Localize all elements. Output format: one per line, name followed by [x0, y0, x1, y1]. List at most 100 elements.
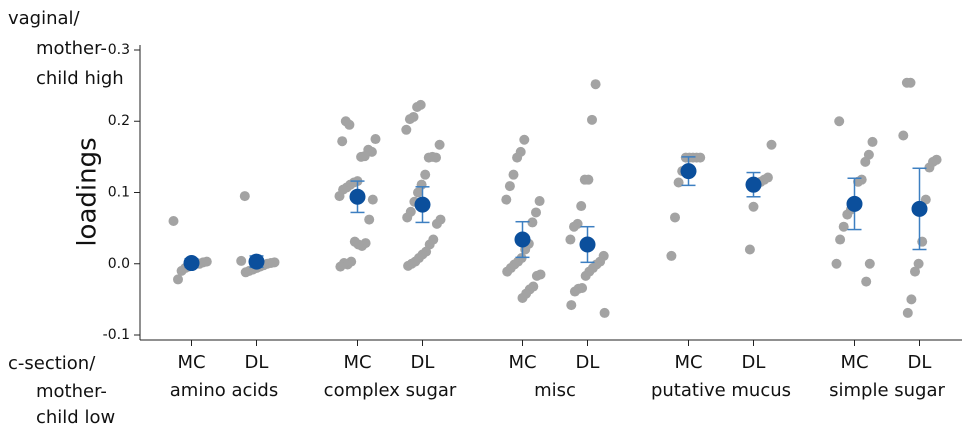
- data-point: [517, 292, 528, 303]
- data-point: [898, 130, 909, 141]
- data-point: [402, 212, 413, 223]
- x-tick-label: DL: [576, 352, 600, 373]
- data-point: [504, 181, 515, 192]
- data-point: [527, 217, 538, 228]
- y-axis-label: loadings: [73, 137, 103, 246]
- top-label: mother-: [36, 38, 107, 59]
- x-tick-label: MC: [674, 352, 702, 373]
- mean-marker: [248, 253, 265, 270]
- data-point: [580, 270, 591, 281]
- data-point: [910, 266, 920, 277]
- y-tick-label: 0.1: [108, 185, 130, 201]
- mean-marker: [414, 196, 431, 213]
- data-point: [673, 177, 684, 188]
- mean-marker: [183, 255, 200, 272]
- data-point: [901, 77, 912, 88]
- data-point: [501, 194, 512, 205]
- data-point: [420, 169, 431, 180]
- data-point: [236, 255, 247, 266]
- data-point: [340, 116, 351, 127]
- x-tick-label: DL: [742, 352, 766, 373]
- data-point: [531, 207, 541, 218]
- data-point: [431, 218, 442, 229]
- data-point: [670, 212, 680, 223]
- data-point: [502, 266, 513, 277]
- data-point: [576, 201, 587, 212]
- mean-marker: [846, 195, 863, 212]
- data-point: [838, 221, 849, 232]
- data-point: [508, 169, 519, 180]
- data-point: [512, 152, 523, 163]
- x-tick-label: DL: [411, 352, 435, 373]
- data-point: [913, 258, 924, 269]
- x-tick-label: DL: [245, 352, 269, 373]
- data-point: [569, 286, 580, 297]
- data-point: [566, 300, 577, 311]
- bottom-label: child low: [36, 407, 115, 426]
- data-point: [766, 139, 777, 150]
- x-tick-label: MC: [840, 352, 868, 373]
- data-point: [864, 258, 875, 269]
- x-tick-label: MC: [343, 352, 371, 373]
- mean-marker: [579, 236, 596, 253]
- data-point: [835, 234, 846, 245]
- data-point: [176, 265, 187, 276]
- data-point: [867, 136, 878, 147]
- data-point: [401, 124, 412, 135]
- data-point: [834, 116, 845, 127]
- data-point: [367, 194, 378, 205]
- data-point: [534, 196, 545, 207]
- data-point: [917, 236, 928, 247]
- data-point: [349, 236, 360, 247]
- data-point: [173, 274, 183, 285]
- top-label: child high: [36, 68, 124, 89]
- x-tick-label: DL: [908, 352, 932, 373]
- data-point: [569, 221, 579, 232]
- data-point: [666, 250, 677, 261]
- group-label: misc: [534, 380, 576, 401]
- data-point: [519, 134, 530, 145]
- data-point: [434, 139, 445, 150]
- group-label: amino acids: [170, 380, 278, 401]
- data-point: [239, 191, 250, 202]
- data-point: [590, 79, 601, 90]
- data-point: [842, 209, 853, 220]
- x-tick-label: MC: [177, 352, 205, 373]
- data-point: [412, 101, 423, 112]
- data-point: [413, 187, 423, 198]
- data-point: [356, 151, 367, 162]
- data-point: [404, 114, 415, 125]
- data-point: [902, 307, 913, 318]
- data-point: [860, 156, 871, 167]
- data-point: [861, 276, 872, 287]
- group-label: putative mucus: [651, 380, 791, 401]
- y-tick-label: 0.2: [108, 113, 130, 129]
- mean-marker: [745, 176, 762, 193]
- bottom-label: c-section/: [8, 353, 96, 374]
- data-point: [744, 244, 755, 255]
- data-point: [748, 201, 759, 212]
- mean-marker: [911, 200, 928, 217]
- top-label: vaginal/: [8, 8, 81, 29]
- data-point: [579, 174, 590, 185]
- data-point: [423, 152, 434, 163]
- x-tick-label: MC: [508, 352, 536, 373]
- y-tick-label: -0.1: [103, 327, 130, 343]
- data-point: [240, 267, 251, 278]
- data-point: [924, 162, 935, 173]
- data-point: [565, 234, 576, 245]
- data-point: [831, 258, 842, 269]
- bottom-label: mother-: [36, 381, 107, 402]
- mean-marker: [349, 188, 366, 205]
- data-point: [168, 216, 179, 227]
- data-point: [906, 294, 917, 305]
- data-point: [599, 307, 610, 318]
- y-tick-label: 0.3: [108, 42, 130, 58]
- data-point: [334, 191, 345, 202]
- mean-marker: [514, 231, 531, 248]
- data-point: [364, 214, 375, 225]
- data-point: [587, 114, 597, 125]
- mean-marker: [680, 163, 697, 180]
- data-point: [531, 270, 542, 281]
